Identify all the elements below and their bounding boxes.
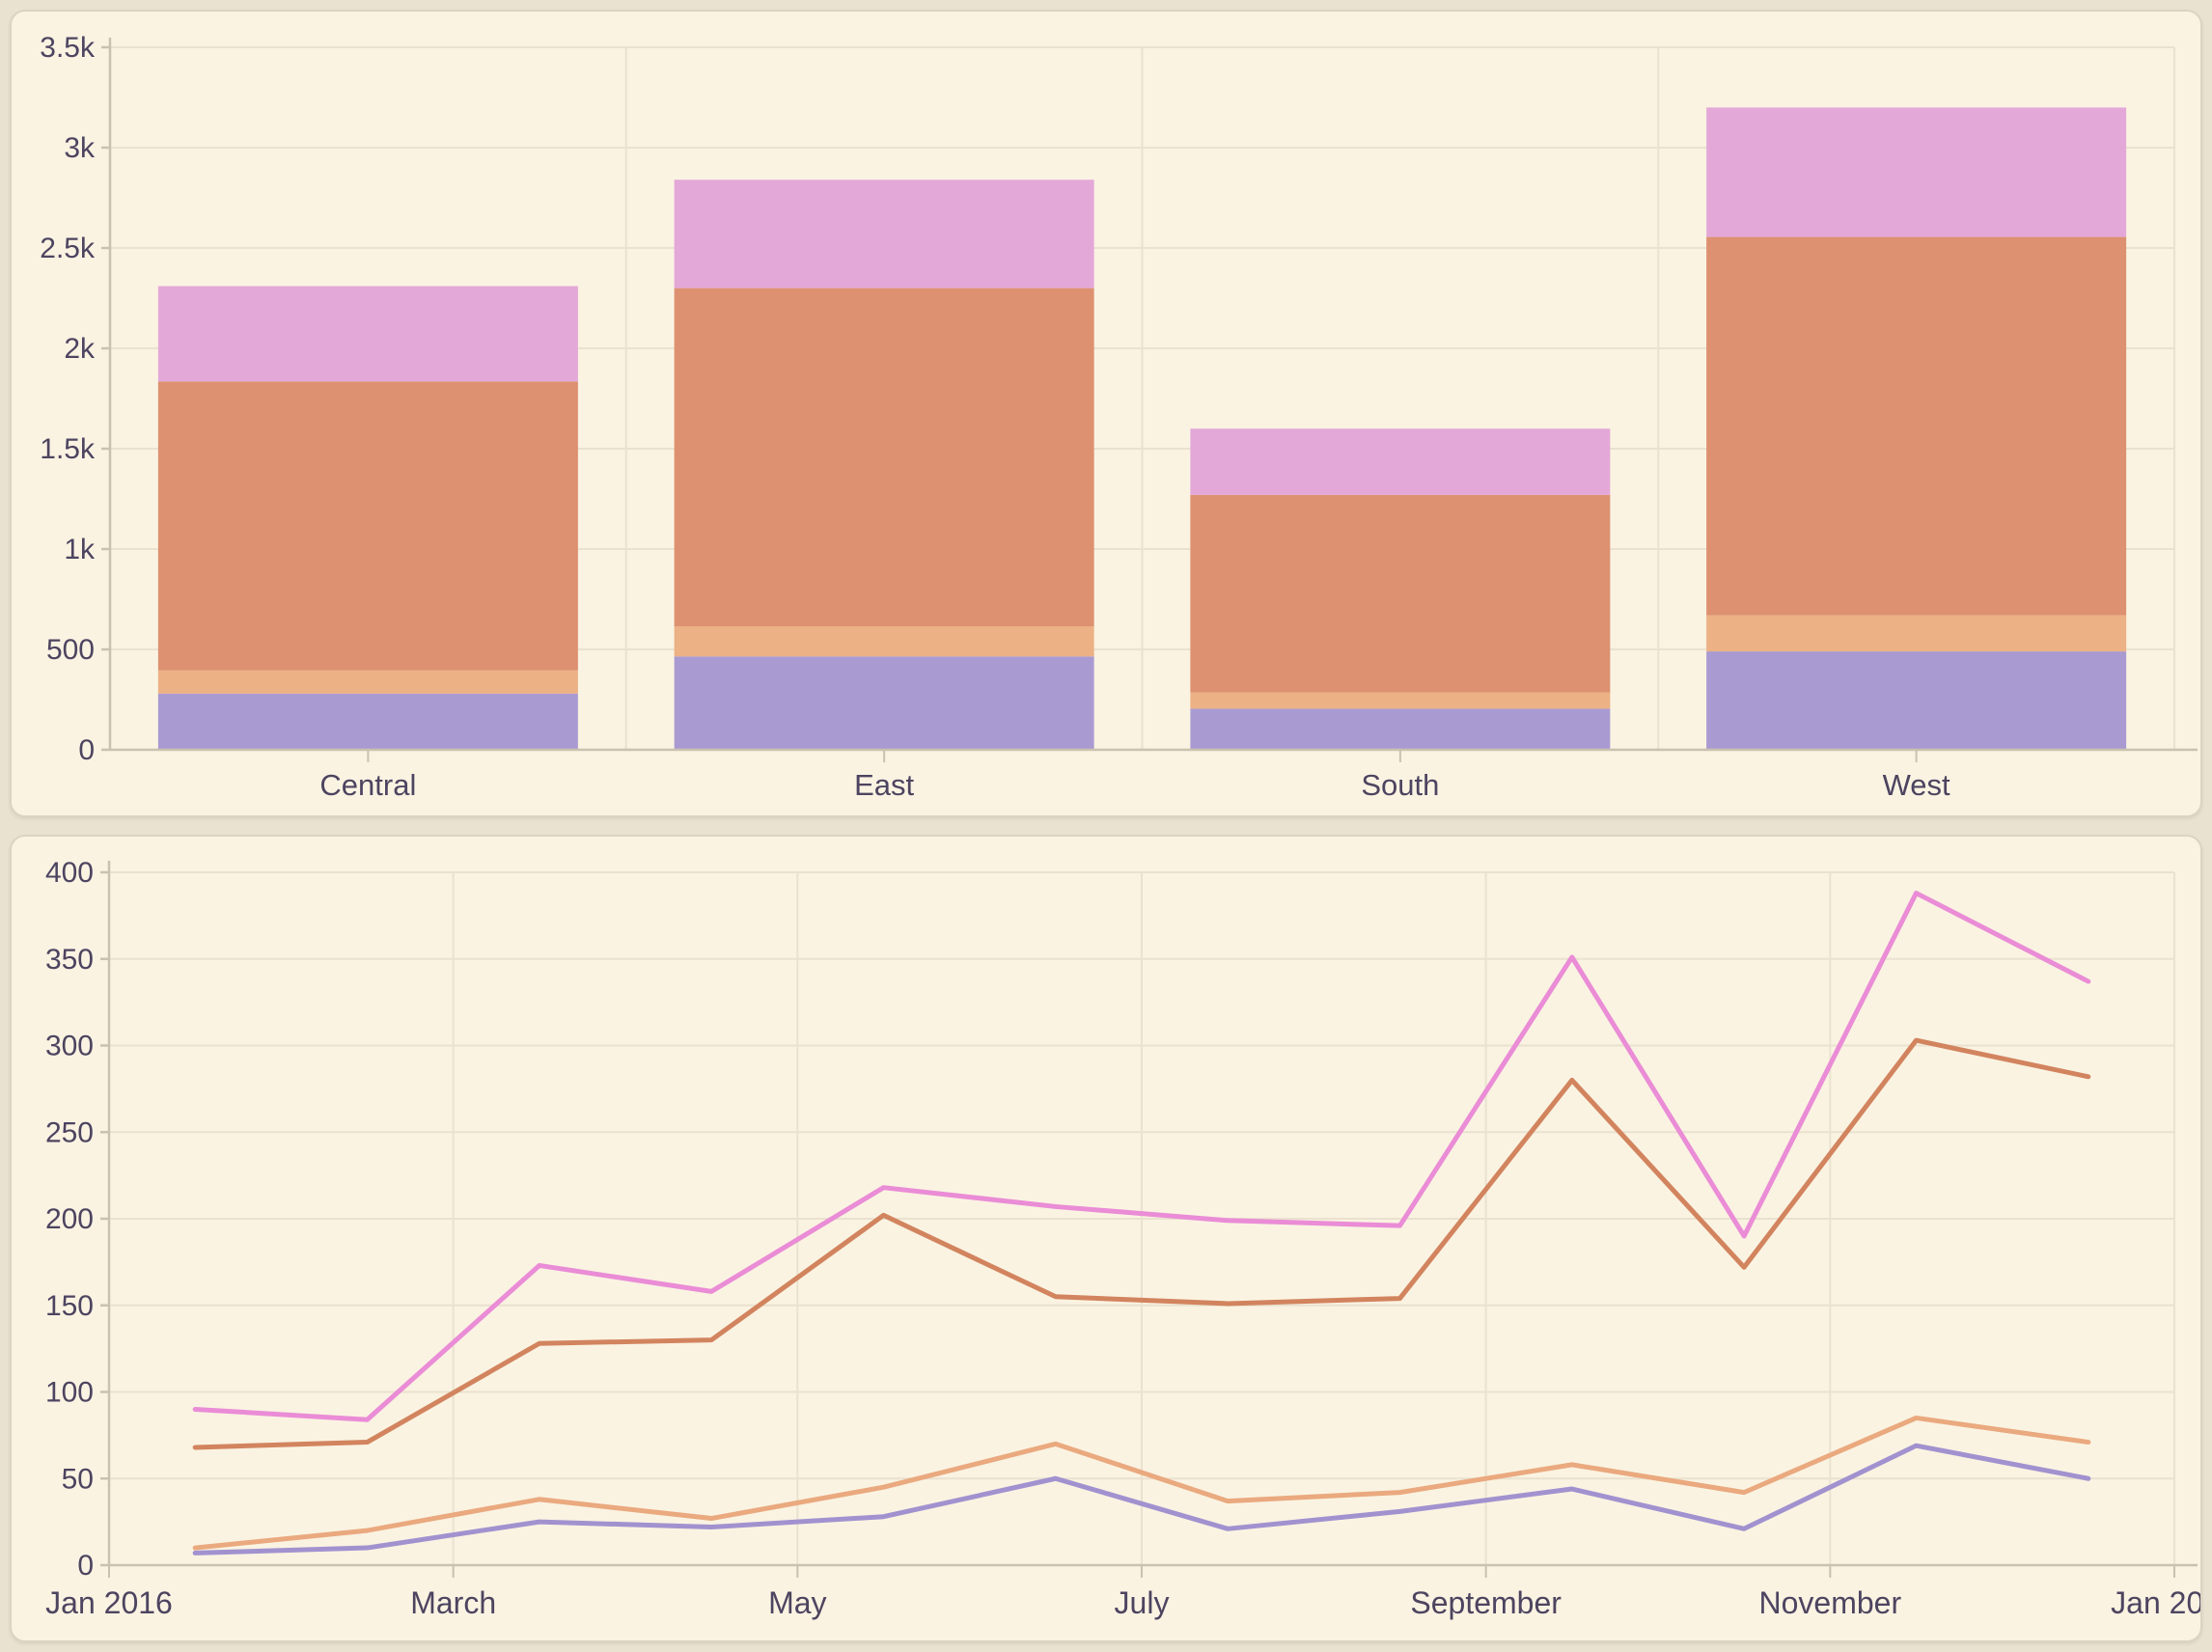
bar-segment-purple-south <box>1190 708 1611 750</box>
x-tick-label: July <box>1115 1585 1170 1620</box>
y-tick-label: 1.5k <box>40 433 96 465</box>
y-tick-label: 3k <box>64 132 96 164</box>
bar-segment-salmon-east <box>674 288 1094 627</box>
stacked-bar-chart: 0 500 1k 1.5k 2k 2.5k 3k 3.5k Central East South We… <box>40 32 2198 802</box>
y-tick-label: 1k <box>64 534 96 565</box>
line-series-purple <box>192 1443 2091 1556</box>
bar-segment-salmon-west <box>1706 236 2127 616</box>
bar-segment-salmon-south <box>1190 494 1611 693</box>
y-tick-label: 2.5k <box>40 233 96 264</box>
line-axes <box>107 861 2198 1567</box>
category-label-east: East <box>854 768 914 802</box>
x-tick-label: September <box>1410 1585 1562 1620</box>
stacked-bar-chart-panel: 0 500 1k 1.5k 2k 2.5k 3k 3.5k Central East South We… <box>10 10 2202 817</box>
y-tick-label: 300 <box>45 1031 94 1062</box>
bar-series <box>157 107 2127 750</box>
bar-y-axis-labels: 0 500 1k 1.5k 2k 2.5k 3k 3.5k <box>40 32 110 766</box>
y-tick-label: 2k <box>64 333 96 365</box>
line-chart-panel: 0 50 100 150 200 250 300 350 400 Jan 2016 March May… <box>10 835 2202 1642</box>
x-tick-label: May <box>768 1585 826 1620</box>
y-tick-label: 3.5k <box>40 32 96 64</box>
y-tick-label: 200 <box>45 1203 94 1235</box>
y-tick-label: 500 <box>46 634 95 666</box>
line-series <box>192 891 2091 1556</box>
bar-segment-salmon-central <box>157 381 578 671</box>
line-series-pink <box>192 891 2091 1422</box>
bar-segment-tan-central <box>157 670 578 694</box>
bar-segment-tan-east <box>674 626 1094 657</box>
line-x-axis-labels: Jan 2016 March May July September November Jan… <box>45 1565 2200 1620</box>
category-label-central: Central <box>319 768 416 802</box>
y-tick-label: 350 <box>45 944 94 976</box>
bar-segment-tan-south <box>1190 692 1611 709</box>
y-tick-label: 250 <box>45 1116 94 1148</box>
x-tick-label: Jan 2017 <box>2111 1585 2200 1620</box>
y-tick-label: 0 <box>78 734 95 766</box>
x-tick-label: March <box>410 1585 496 1620</box>
line-chart: 0 50 100 150 200 250 300 350 400 Jan 2016 March May… <box>45 857 2200 1620</box>
line-y-axis-labels: 0 50 100 150 200 250 300 350 400 <box>45 857 109 1582</box>
bar-segment-purple-west <box>1706 651 2127 750</box>
x-tick-label: November <box>1759 1585 1902 1620</box>
y-tick-label: 150 <box>45 1290 94 1322</box>
bar-segment-pink-west <box>1706 107 2127 237</box>
bar-segment-purple-east <box>674 656 1094 750</box>
bar-segment-pink-east <box>674 179 1094 289</box>
line-series-salmon <box>192 1037 2091 1450</box>
category-label-south: South <box>1361 768 1439 802</box>
bar-axes <box>108 38 2198 752</box>
y-tick-label: 0 <box>77 1550 94 1582</box>
y-tick-label: 100 <box>45 1377 94 1409</box>
y-tick-label: 50 <box>62 1463 94 1495</box>
line-series-tan <box>192 1415 2091 1551</box>
line-gridlines <box>109 871 2175 1565</box>
bar-x-axis-labels: Central East South West <box>319 750 1950 802</box>
bar-segment-tan-west <box>1706 615 2127 652</box>
bar-segment-purple-central <box>157 693 578 750</box>
category-label-west: West <box>1883 768 1950 802</box>
bar-segment-pink-south <box>1190 428 1611 495</box>
y-tick-label: 400 <box>45 857 94 889</box>
x-tick-label: Jan 2016 <box>45 1585 173 1620</box>
bar-segment-pink-central <box>157 286 578 382</box>
